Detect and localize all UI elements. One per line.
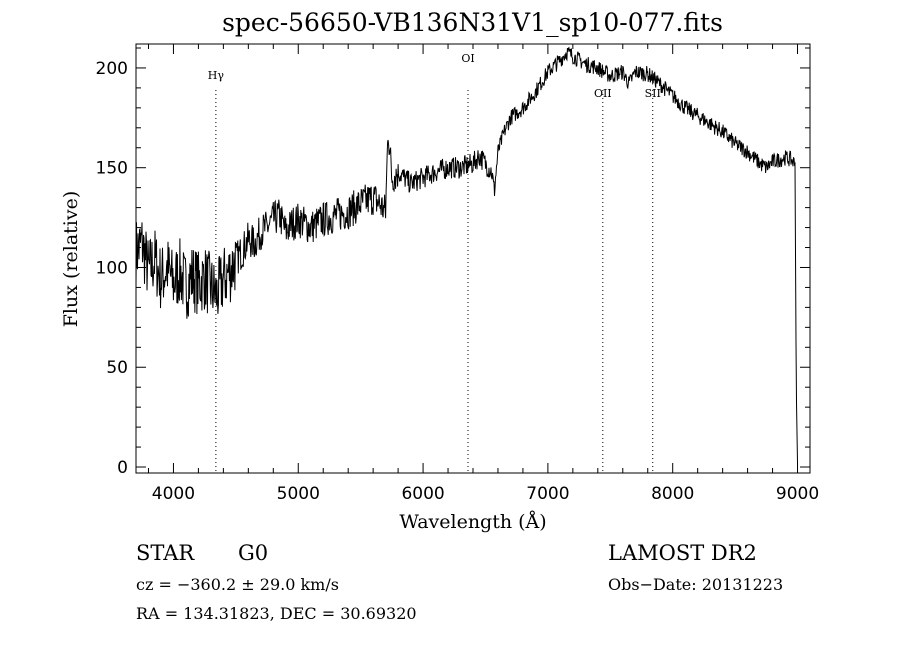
y-axis-label: Flux (relative) (60, 190, 82, 328)
spectral-line-label: OI (461, 52, 474, 65)
observation-date: Obs−Date: 20131223 (608, 575, 784, 594)
sky-coordinates: RA = 134.31823, DEC = 30.69320 (136, 604, 417, 623)
x-tick-label: 8000 (651, 484, 694, 504)
axis-ticks (136, 44, 810, 473)
x-tick-label: 5000 (277, 484, 320, 504)
spectral-line-label: Hγ (208, 69, 225, 82)
x-axis-label: Wavelength (Å) (399, 511, 547, 533)
axis-tick-labels: 4000 5000 6000 7000 8000 9000 0 50 100 150 200 (96, 59, 820, 504)
x-tick-label: 6000 (401, 484, 444, 504)
spectral-line-label: SII (645, 87, 661, 100)
x-tick-label: 9000 (776, 484, 819, 504)
spectrum-series-line (135, 46, 798, 464)
plot-frame (135, 43, 811, 474)
y-tick-label: 50 (106, 358, 128, 378)
spectral-line-label: OII (594, 87, 612, 100)
spectral-line-markers: Hγ OI OII SII (208, 52, 661, 471)
y-tick-label: 150 (96, 159, 128, 179)
survey-name: LAMOST DR2 (608, 541, 757, 565)
y-tick-label: 100 (96, 258, 128, 278)
object-subclass: G0 (238, 541, 269, 565)
y-tick-label: 0 (117, 458, 128, 478)
x-tick-label: 7000 (526, 484, 569, 504)
x-tick-label: 4000 (152, 484, 195, 504)
redshift-cz: cz = −360.2 ± 29.0 km/s (136, 575, 339, 594)
chart-title: spec-56650-VB136N31V1_sp10-077.fits (222, 8, 723, 37)
y-tick-label: 200 (96, 59, 128, 79)
object-class: STAR (136, 541, 195, 565)
